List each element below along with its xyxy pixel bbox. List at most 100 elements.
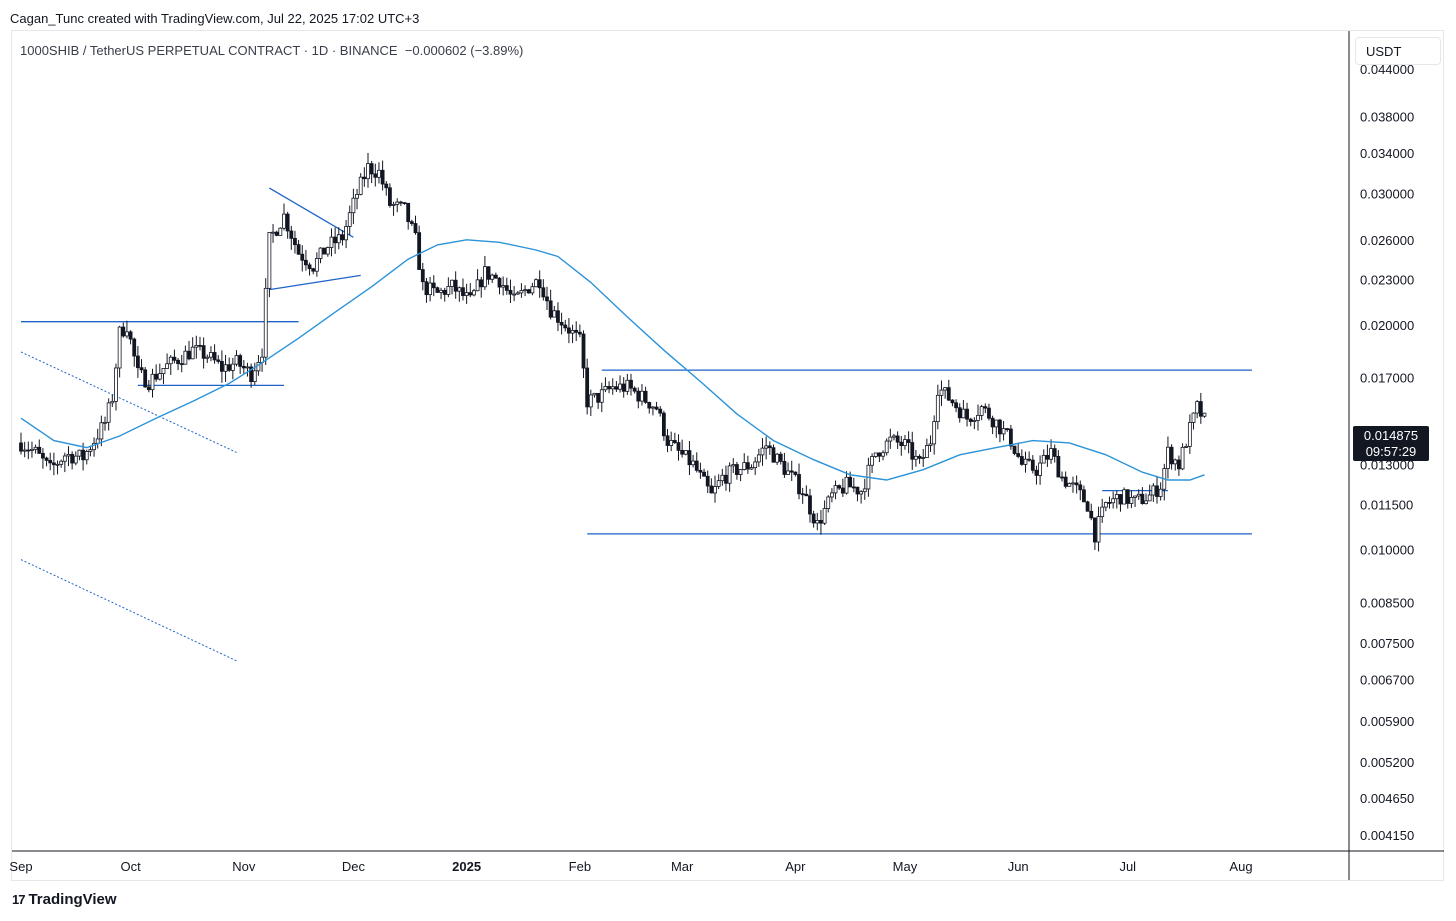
candle (731, 458, 736, 474)
candle-body (771, 447, 776, 463)
candle (661, 410, 666, 441)
candle (924, 438, 929, 458)
candle-body (862, 488, 867, 493)
candle (939, 380, 944, 406)
candle-body (979, 406, 984, 416)
candle-body (709, 485, 714, 494)
candle (493, 272, 498, 279)
candle (592, 392, 597, 398)
candle-body (640, 390, 644, 402)
candle-body (1008, 428, 1013, 447)
candle-body (588, 394, 593, 408)
candle-body (150, 373, 155, 391)
candle (446, 277, 451, 298)
candle-body (179, 363, 184, 366)
x-tick-label: Jul (1119, 859, 1136, 874)
candle-body (293, 237, 297, 246)
candle-body (252, 370, 257, 383)
candle-body (559, 321, 564, 326)
candle-body (398, 201, 403, 204)
candle-body (143, 369, 148, 388)
candle (398, 200, 403, 207)
candle (1140, 487, 1145, 505)
candle (1177, 455, 1181, 476)
candle-body (282, 213, 286, 229)
candle (588, 389, 593, 417)
candle-body (651, 406, 655, 409)
candle (201, 337, 206, 369)
candle (1158, 482, 1163, 501)
candle-body (621, 383, 626, 392)
candle-body (570, 329, 575, 334)
candle-body (431, 282, 436, 289)
candle-body (420, 269, 425, 283)
candle-body (669, 440, 674, 446)
candle (293, 230, 297, 254)
candle-body (512, 293, 517, 296)
candle (621, 377, 626, 398)
candle-body (1041, 454, 1046, 464)
candle-body (1019, 456, 1024, 465)
candle (322, 247, 327, 255)
candle (683, 450, 688, 456)
candle-body (1027, 458, 1032, 461)
candle-body (760, 447, 765, 456)
candle (1202, 412, 1207, 418)
candle-body (903, 439, 907, 447)
dotted-trendline (20, 559, 237, 662)
candle-body (314, 258, 319, 272)
candle-body (515, 292, 520, 295)
candle (395, 198, 400, 213)
candle-body (1118, 494, 1123, 505)
candle (44, 456, 49, 467)
candle (234, 350, 239, 367)
candle (504, 277, 509, 295)
candle (523, 285, 527, 297)
candle-body (826, 496, 831, 509)
candle-body (756, 454, 761, 463)
candle (709, 478, 714, 494)
candle (373, 163, 378, 187)
candle-body (201, 345, 206, 359)
candle (1082, 485, 1086, 503)
candle (190, 337, 195, 360)
x-tick-label: Apr (785, 859, 806, 874)
y-tick-label: 0.034000 (1360, 146, 1414, 161)
candle-body (804, 493, 809, 497)
candle-body (694, 460, 699, 471)
candle-body (577, 331, 582, 335)
candle (464, 283, 469, 304)
last-price-label: 0.014875 09:57:29 (1353, 426, 1429, 461)
symbol-legend[interactable]: 1000SHIB / TetherUS PERPETUAL CONTRACT ·… (20, 43, 523, 58)
candle (844, 471, 849, 495)
candle-body (789, 470, 794, 473)
candle (92, 437, 96, 457)
candle (702, 468, 706, 477)
candle-body (537, 279, 542, 289)
candle (424, 277, 429, 303)
candle-body (424, 281, 429, 296)
candle-body (355, 194, 359, 199)
candle (775, 452, 780, 465)
candle (745, 455, 750, 474)
x-tick-label: Mar (671, 859, 694, 874)
candle (501, 276, 506, 296)
candle (157, 363, 162, 381)
currency-unit-button[interactable]: USDT (1355, 37, 1441, 65)
candle (406, 202, 411, 230)
candle (1092, 517, 1097, 550)
tradingview-logo[interactable]: 17 TradingView (12, 891, 117, 908)
candle-body (523, 289, 527, 292)
candle-body (318, 247, 323, 259)
moving-average-line (20, 239, 1205, 481)
candle (676, 434, 681, 461)
candle (209, 346, 213, 362)
candle-body (870, 456, 874, 466)
candle (636, 387, 641, 409)
candle-body (1122, 489, 1127, 505)
candle (1114, 490, 1119, 509)
candle (994, 419, 999, 438)
candle (377, 162, 381, 184)
candle-body (1034, 469, 1039, 476)
